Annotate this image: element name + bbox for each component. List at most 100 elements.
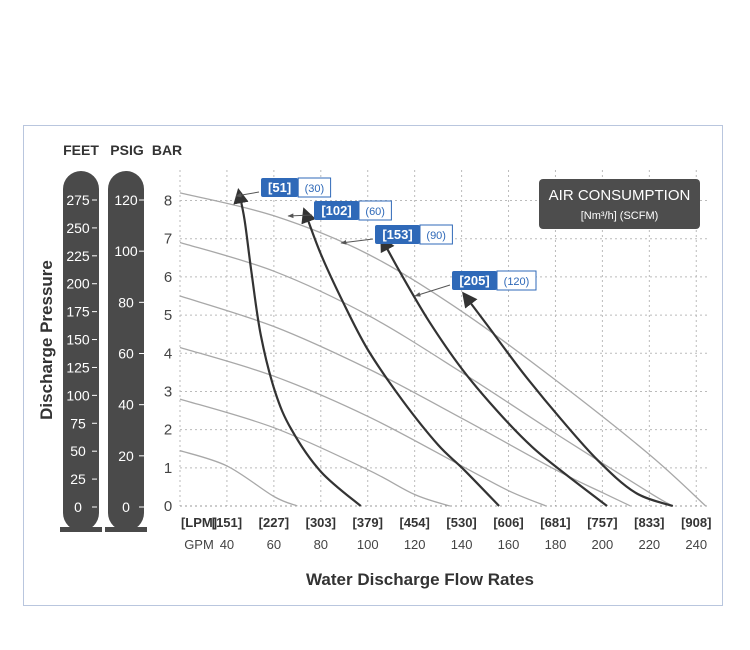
- x-tick-label-lpm: [530]: [446, 515, 476, 530]
- bar-tick-label: 1: [164, 460, 172, 477]
- feet-tick-label: 125: [66, 359, 90, 375]
- x-tick-label-gpm: 140: [451, 537, 473, 552]
- x-tick-label-gpm: 100: [357, 537, 379, 552]
- psig-header: PSIG: [110, 142, 144, 158]
- x-unit-lpm: [LPM]: [181, 515, 217, 530]
- air-label-nm3h: [102]: [321, 203, 351, 218]
- pressure-curve-2: [179, 398, 451, 507]
- feet-tick-label: 25: [70, 471, 86, 487]
- air-label-tag: [261, 178, 299, 197]
- x-tick-label-gpm: 120: [404, 537, 426, 552]
- x-tick-label-gpm: 240: [685, 537, 707, 552]
- feet-scale: 0 25 50 75 100 125 150 175 200 225 250 275: [60, 171, 102, 532]
- feet-header: FEET: [63, 142, 99, 158]
- air-consumption-curves: [233, 187, 674, 508]
- psig-tick-label: 100: [114, 243, 138, 259]
- x-tick-label-gpm: 40: [220, 537, 234, 552]
- air-label-leader: [235, 191, 260, 198]
- y-axis-title: Discharge Pressure: [37, 260, 56, 420]
- psig-tick-label: 60: [118, 346, 134, 362]
- air-label-1: [51] (30): [235, 177, 332, 198]
- psig-scale: 0 20 40 60 80 100 120: [105, 171, 147, 532]
- x-tick-label-lpm: [227]: [259, 515, 289, 530]
- psig-tick-label: 40: [118, 397, 134, 413]
- x-tick-label-gpm: 220: [638, 537, 660, 552]
- bar-tick-label: 5: [164, 307, 172, 324]
- psig-tick-label: 80: [118, 294, 134, 310]
- air-curve-2: [301, 207, 500, 507]
- air-curve-1: [233, 187, 362, 507]
- pressure-curve-3: [179, 346, 547, 507]
- air-label-3: [153] (90): [340, 224, 453, 245]
- x-tick-label-lpm: [606]: [493, 515, 523, 530]
- air-label-nm3h: [153]: [382, 227, 412, 242]
- x-tick-label-lpm: [681]: [540, 515, 570, 530]
- legend-unit: [Nm³/h] (SCFM): [581, 210, 659, 222]
- air-label-scfm-box: [496, 270, 537, 291]
- feet-tick-label: 200: [66, 276, 90, 292]
- air-label-tag: [452, 271, 497, 290]
- pressure-curve-6: [179, 192, 707, 507]
- pressure-curves: [179, 192, 707, 507]
- bar-tick-label: 6: [164, 269, 172, 286]
- bar-tick-label: 3: [164, 383, 172, 400]
- feet-tick-label: 225: [66, 248, 90, 264]
- psig-tick-label: 0: [122, 499, 130, 515]
- air-label-tag: [375, 225, 420, 244]
- pressure-curve-4: [179, 295, 631, 507]
- x-tick-label-lpm: [908]: [681, 515, 711, 530]
- air-consumption-labels: [51] (30) [102] (60) [153] (90) [205] (120): [235, 177, 537, 297]
- air-label-scfm: (90): [426, 230, 446, 242]
- feet-tick-label: 50: [70, 443, 86, 459]
- feet-tick-label: 100: [66, 387, 90, 403]
- x-tick-label-lpm: [454]: [399, 515, 429, 530]
- x-tick-label-lpm: [303]: [306, 515, 336, 530]
- air-label-leader: [414, 284, 451, 297]
- air-label-tag: [314, 201, 359, 220]
- x-tick-label-lpm: [757]: [587, 515, 617, 530]
- air-label-scfm: (120): [504, 276, 530, 288]
- x-unit-gpm: GPM: [184, 537, 214, 552]
- psig-tick-label: 20: [118, 448, 134, 464]
- x-axis-ticks: [151] 40 [227] 60 [303] 80 [379] 100 [454] 120 [53…: [212, 515, 712, 552]
- bar-tick-label: 4: [164, 345, 172, 362]
- air-label-scfm: (30): [305, 183, 325, 195]
- x-tick-label-gpm: 60: [267, 537, 281, 552]
- psig-tick-label: 120: [114, 192, 138, 208]
- x-tick-label-gpm: 80: [314, 537, 328, 552]
- x-tick-label-gpm: 200: [592, 537, 614, 552]
- air-curve-4: [462, 291, 674, 508]
- air-consumption-legend: AIR CONSUMPTION [Nm³/h] (SCFM): [539, 179, 700, 229]
- pressure-curve-5: [179, 241, 674, 507]
- air-label-scfm-box: [297, 177, 332, 198]
- feet-tick-label: 250: [66, 220, 90, 236]
- pressure-curve-1: [179, 449, 298, 507]
- bar-tick-label: 2: [164, 422, 172, 439]
- feet-tick-label: 0: [74, 499, 82, 515]
- chart-frame: [23, 125, 723, 606]
- air-label-leader: [340, 238, 374, 245]
- x-tick-label-lpm: [379]: [353, 515, 383, 530]
- bar-tick-label: 7: [164, 231, 172, 248]
- air-label-scfm: (60): [365, 206, 385, 218]
- air-label-nm3h: [205]: [459, 273, 489, 288]
- legend-title: AIR CONSUMPTION: [549, 187, 691, 204]
- x-tick-label-lpm: [833]: [634, 515, 664, 530]
- air-label-nm3h: [51]: [268, 180, 291, 195]
- air-label-scfm-box: [419, 224, 453, 245]
- air-label-scfm-box: [358, 200, 392, 221]
- x-tick-label-gpm: 160: [498, 537, 520, 552]
- feet-tick-label: 275: [66, 192, 90, 208]
- bar-tick-label: 8: [164, 193, 172, 210]
- x-axis-title: Water Discharge Flow Rates: [306, 570, 534, 589]
- bar-tick-label: 0: [164, 498, 172, 515]
- x-tick-label-lpm: [151]: [212, 515, 242, 530]
- air-label-leader: [287, 213, 313, 219]
- air-label-4: [205] (120): [414, 270, 537, 297]
- feet-tick-label: 150: [66, 332, 90, 348]
- air-curve-3: [380, 235, 608, 507]
- air-label-2: [102] (60): [287, 200, 392, 221]
- bar-axis-ticks: 0 1 2 3 4 5 6 7 8: [164, 193, 172, 515]
